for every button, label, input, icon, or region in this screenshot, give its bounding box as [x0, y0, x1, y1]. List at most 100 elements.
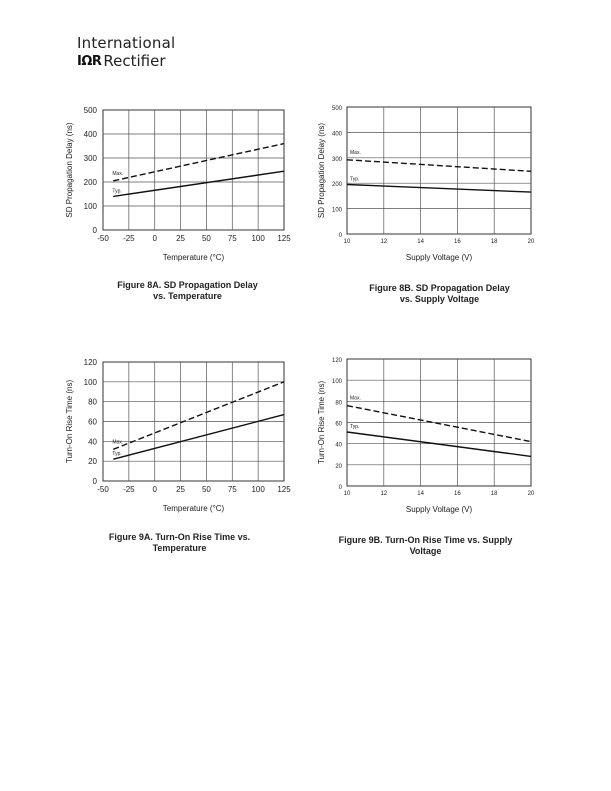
logo-mark: IΩR: [77, 54, 102, 69]
caption-line: Figure 8A. SD Propagation Delay: [117, 280, 258, 290]
y-tick-label: 200: [84, 178, 98, 187]
x-tick-label: 75: [228, 485, 237, 494]
company-logo: International IΩR Rectifier: [77, 36, 175, 69]
y-tick-label: 200: [332, 182, 343, 188]
series-label: Typ.: [350, 176, 359, 182]
series-line-max: [113, 381, 285, 450]
series-label: Typ.: [112, 451, 121, 457]
y-tick-label: 0: [93, 226, 98, 235]
series-label: Typ.: [112, 188, 121, 194]
x-tick-label: 75: [228, 234, 237, 243]
y-axis-label: Turn-On Rise Time (ns): [65, 380, 74, 464]
y-tick-label: 60: [335, 422, 342, 428]
series-line-typ: [113, 170, 285, 198]
x-axis-label: Supply Voltage (V): [406, 253, 473, 262]
y-tick-label: 40: [88, 437, 97, 446]
logo-text-international: International: [77, 34, 176, 52]
y-tick-label: 300: [332, 157, 343, 163]
series-line-typ: [346, 431, 532, 458]
series-label: Max.: [350, 396, 361, 402]
figure-caption-9b: Figure 9B. Turn-On Rise Time vs. Supply …: [323, 535, 528, 557]
x-axis-label: Temperature (°C): [163, 253, 225, 262]
y-tick-label: 400: [332, 131, 343, 137]
x-tick-label: 125: [277, 234, 291, 243]
y-axis-label: SD Propagation Delay (ns): [65, 122, 74, 217]
caption-line: vs. Supply Voltage: [399, 294, 480, 304]
x-tick-label: 100: [251, 234, 265, 243]
x-tick-label: 18: [491, 239, 498, 245]
figure-caption-8b: Figure 8B. SD Propagation Delay vs. Supp…: [352, 283, 527, 305]
series-line-max: [113, 142, 285, 182]
y-tick-label: 0: [339, 233, 343, 239]
x-axis-label: Temperature (°C): [163, 504, 225, 513]
chart-fig8a: 0 100 200 300 400 500 -50 -25 0 25 50 75 100 125 Tempe…: [65, 106, 291, 262]
x-tick-label: 0: [152, 485, 157, 494]
x-tick-label: 50: [202, 234, 211, 243]
y-tick-label: 100: [332, 379, 343, 385]
y-axis-label: Turn-On Rise Time (ns): [317, 381, 326, 465]
caption-line: vs. Temperature: [153, 291, 222, 301]
chart-fig8b: 0 100 200 300 400 500 10 12 14 16 18 20 Supply Volta…: [317, 106, 535, 262]
x-tick-label: 25: [176, 234, 185, 243]
x-tick-label: 20: [528, 491, 535, 497]
caption-line: Figure 8B. SD Propagation Delay: [369, 283, 510, 293]
x-tick-label: 10: [344, 491, 351, 497]
y-tick-label: 500: [84, 106, 98, 115]
x-tick-label: 16: [454, 491, 461, 497]
plot-area: [346, 106, 532, 235]
y-tick-label: 20: [335, 464, 342, 470]
y-tick-label: 80: [335, 400, 342, 406]
series-line-typ: [346, 183, 532, 193]
series-line-max: [346, 159, 532, 172]
caption-line: Temperature: [152, 543, 207, 553]
y-tick-label: 400: [84, 130, 98, 139]
y-tick-label: 100: [84, 378, 98, 387]
y-tick-label: 0: [339, 485, 343, 491]
y-tick-label: 500: [332, 106, 343, 112]
y-tick-label: 100: [332, 208, 343, 214]
y-tick-label: 60: [88, 418, 97, 427]
y-tick-label: 80: [88, 398, 97, 407]
caption-line: Figure 9B. Turn-On Rise Time vs. Supply: [338, 535, 513, 545]
y-tick-label: 100: [84, 202, 98, 211]
x-tick-label: 0: [152, 234, 157, 243]
y-tick-label: 20: [88, 457, 97, 466]
y-tick-label: 300: [84, 154, 98, 163]
x-tick-label: 10: [344, 239, 351, 245]
y-tick-label: 40: [335, 443, 342, 449]
x-tick-label: -25: [123, 485, 135, 494]
plot-area: [102, 109, 285, 231]
x-tick-label: 18: [491, 491, 498, 497]
caption-line: Voltage: [409, 546, 442, 556]
x-tick-label: 12: [380, 239, 387, 245]
x-tick-label: 12: [380, 491, 387, 497]
chart-fig9b: 0 20 40 60 80 100 120 10 12 14 16 18 20 Supply Voltag…: [317, 358, 535, 514]
figure-caption-8a: Figure 8A. SD Propagation Delay vs. Temp…: [100, 280, 275, 302]
chart-fig9a: 0 20 40 60 80 100 120 -50 -25 0 25 50 75 100 125 Temper…: [65, 358, 291, 513]
caption-line: Figure 9A. Turn-On Rise Time vs.: [108, 532, 251, 542]
x-tick-label: 14: [417, 491, 424, 497]
series-line-max: [346, 404, 532, 443]
series-label: Max.: [350, 150, 361, 156]
x-axis-label: Supply Voltage (V): [406, 505, 473, 514]
series-label: Max.: [112, 439, 123, 445]
y-axis-label: SD Propagation Delay (ns): [317, 123, 326, 218]
x-tick-label: -25: [123, 234, 135, 243]
x-tick-label: 100: [251, 485, 265, 494]
logo-text-rectifier: Rectifier: [103, 52, 166, 70]
series-label: Typ.: [350, 424, 359, 430]
x-tick-label: 16: [454, 239, 461, 245]
x-tick-label: 14: [417, 239, 424, 245]
series-label: Max.: [112, 171, 123, 177]
y-tick-label: 120: [84, 358, 98, 367]
figure-caption-9a: Figure 9A. Turn-On Rise Time vs. Tempera…: [92, 532, 267, 554]
x-tick-label: 50: [202, 485, 211, 494]
y-tick-label: 120: [332, 358, 343, 364]
x-tick-label: 20: [528, 239, 535, 245]
series-line-typ: [113, 413, 285, 460]
x-tick-label: 125: [277, 485, 291, 494]
x-tick-label: 25: [176, 485, 185, 494]
x-tick-label: -50: [97, 234, 109, 243]
x-tick-label: -50: [97, 485, 109, 494]
y-tick-label: 0: [93, 477, 98, 486]
